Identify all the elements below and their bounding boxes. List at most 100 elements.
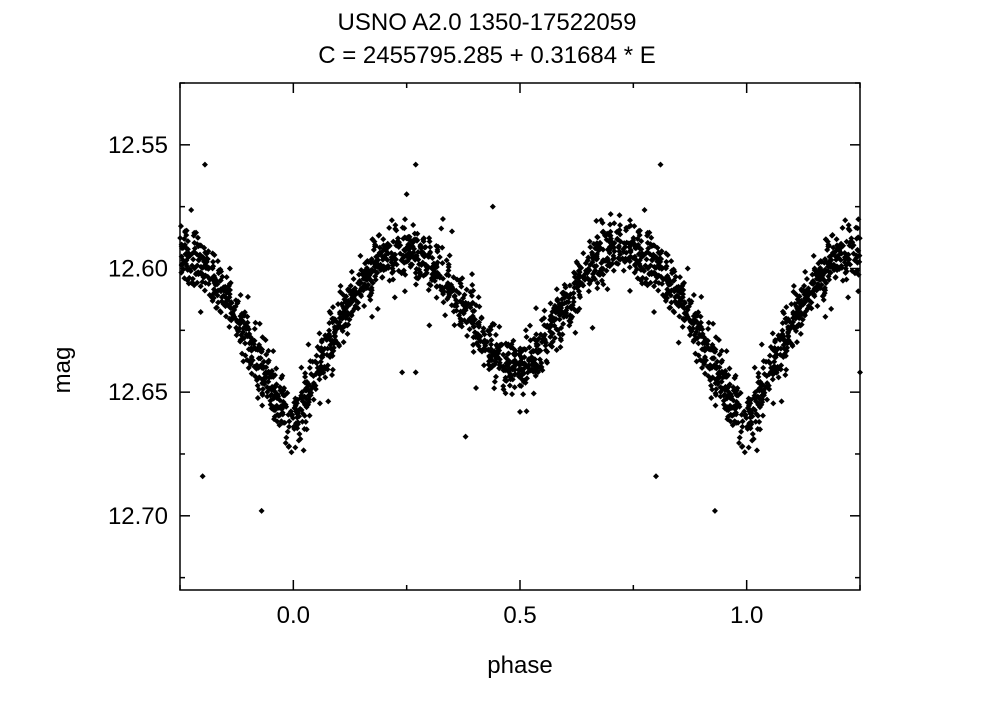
- data-point: [839, 277, 846, 284]
- data-point: [783, 315, 790, 322]
- data-point: [274, 392, 281, 399]
- data-point: [853, 255, 860, 262]
- data-point: [830, 261, 837, 268]
- data-point: [376, 232, 383, 239]
- data-point: [556, 316, 563, 323]
- data-point: [404, 254, 411, 261]
- data-point: [646, 229, 653, 236]
- data-point: [292, 444, 299, 451]
- data-point: [209, 297, 216, 304]
- data-point: [680, 291, 687, 298]
- data-point: [215, 270, 222, 277]
- data-point: [343, 299, 350, 306]
- data-point: [427, 282, 434, 289]
- data-point-outlier: [462, 433, 469, 440]
- data-point: [407, 261, 414, 268]
- data-point: [717, 393, 724, 400]
- data-point: [551, 322, 558, 329]
- data-point: [547, 341, 554, 348]
- data-point: [817, 257, 824, 264]
- data-point: [440, 291, 447, 298]
- data-point: [780, 341, 787, 348]
- data-point: [705, 319, 712, 326]
- data-point: [240, 310, 247, 317]
- data-point: [376, 244, 383, 251]
- data-point: [310, 372, 317, 379]
- data-point: [741, 449, 748, 456]
- data-point: [412, 269, 419, 276]
- data-point: [201, 257, 208, 264]
- data-point: [639, 274, 646, 281]
- data-point: [788, 301, 795, 308]
- data-point: [417, 242, 424, 249]
- data-point: [445, 261, 452, 268]
- data-point: [411, 230, 418, 237]
- data-point: [273, 402, 280, 409]
- data-point: [327, 341, 334, 348]
- data-point: [560, 310, 567, 317]
- data-point: [738, 428, 745, 435]
- data-point: [181, 275, 188, 282]
- data-point: [769, 330, 776, 337]
- data-point: [616, 212, 623, 219]
- data-point: [307, 358, 314, 365]
- data-point: [474, 330, 481, 337]
- data-point: [488, 357, 495, 364]
- data-point: [617, 231, 624, 238]
- data-point: [587, 244, 594, 251]
- data-point: [509, 391, 516, 398]
- data-point: [217, 287, 224, 294]
- data-point: [302, 373, 309, 380]
- data-point: [511, 384, 518, 391]
- data-point: [604, 257, 611, 264]
- data-point-outlier: [589, 324, 596, 331]
- data-point: [854, 246, 861, 253]
- data-point: [357, 286, 364, 293]
- data-point: [695, 323, 702, 330]
- data-point: [473, 385, 480, 392]
- data-point: [463, 286, 470, 293]
- data-point: [627, 253, 634, 260]
- data-point: [327, 345, 334, 352]
- data-point: [570, 295, 577, 302]
- data-point: [765, 358, 772, 365]
- data-point: [657, 250, 664, 257]
- data-point: [530, 348, 537, 355]
- data-point: [804, 305, 811, 312]
- data-point-outlier: [811, 265, 818, 272]
- data-point: [350, 276, 357, 283]
- data-point: [481, 331, 488, 338]
- data-point: [500, 351, 507, 358]
- data-point: [831, 266, 838, 273]
- data-point: [259, 380, 266, 387]
- data-point-outlier: [684, 265, 691, 272]
- data-point: [772, 365, 779, 372]
- data-point: [316, 376, 323, 383]
- data-point: [346, 316, 353, 323]
- data-point: [449, 288, 456, 295]
- data-point: [439, 285, 446, 292]
- data-point: [452, 297, 459, 304]
- data-point: [358, 267, 365, 274]
- data-point: [737, 389, 744, 396]
- data-point: [306, 364, 313, 371]
- data-point: [195, 243, 202, 250]
- data-point: [525, 357, 532, 364]
- data-point: [524, 369, 531, 376]
- data-point: [522, 327, 529, 334]
- data-point: [638, 246, 645, 253]
- data-point: [294, 396, 301, 403]
- data-point: [844, 255, 851, 262]
- data-point: [371, 238, 378, 245]
- data-point: [753, 447, 760, 454]
- data-point: [442, 312, 449, 319]
- data-point: [798, 286, 805, 293]
- data-point: [665, 289, 672, 296]
- data-point: [559, 331, 566, 338]
- data-point-outlier: [449, 228, 455, 235]
- data-point: [640, 266, 647, 273]
- data-point: [560, 292, 567, 299]
- data-point: [522, 379, 529, 386]
- data-point: [251, 363, 258, 370]
- data-point: [335, 341, 342, 348]
